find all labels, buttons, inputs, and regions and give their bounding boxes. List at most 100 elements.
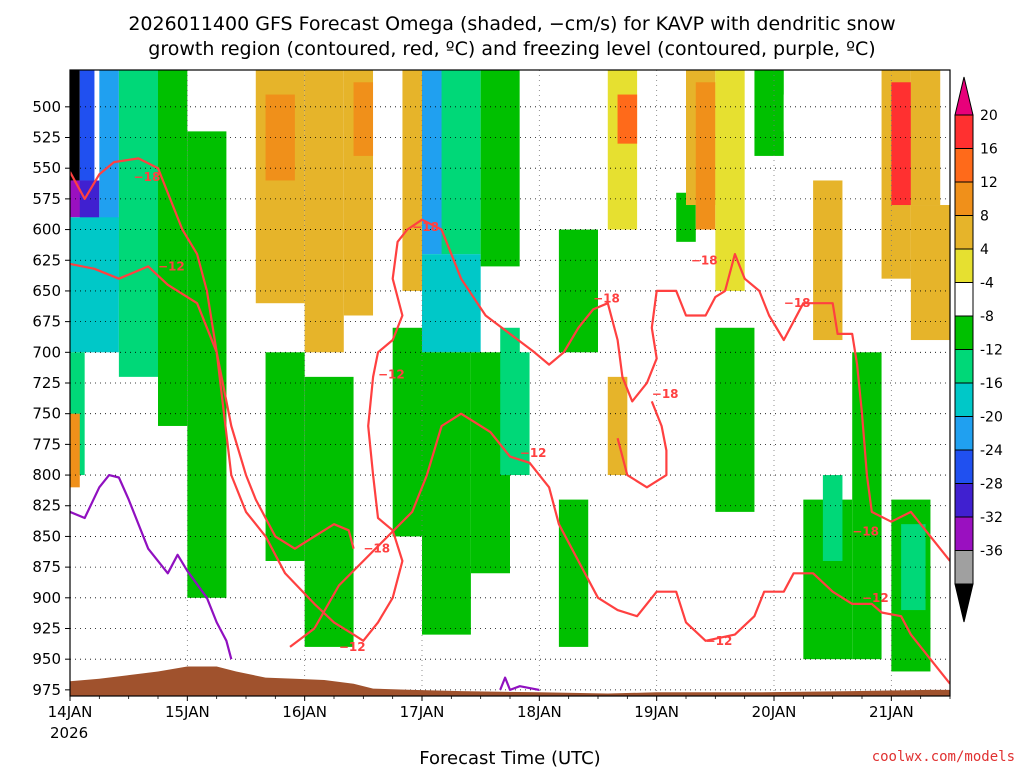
colorbar-segment-5 <box>954 248 974 283</box>
omega-cell-5 <box>70 217 119 353</box>
y-tick-label-1: 525 <box>32 129 61 147</box>
omega-cell-8 <box>70 413 80 488</box>
omega-cell-32 <box>607 70 638 230</box>
omega-cell-41 <box>754 70 784 156</box>
contour-label-3: −12 <box>378 367 405 381</box>
y-tick-label-16: 900 <box>32 589 61 607</box>
y-tick-label-6: 650 <box>32 282 61 300</box>
contour-layer <box>70 157 950 691</box>
contour-label-9: −18 <box>652 387 679 401</box>
omega-cell-15 <box>265 352 305 561</box>
colorbar-label-12: -32 <box>980 510 1003 526</box>
contour-label-8: −18 <box>691 253 718 267</box>
x-tick-label-1: 15JAN <box>165 703 210 721</box>
colorbar-segment-14 <box>954 550 974 585</box>
y-tick-label-14: 850 <box>32 527 61 545</box>
contour-label-2: −18 <box>412 220 439 234</box>
omega-cell-51 <box>910 205 950 341</box>
x-axis: 14JAN 15JAN 16JAN 17JAN 18JAN 19JAN 20JAN 21JAN <box>48 696 951 721</box>
colorbar-label-7: -12 <box>980 343 1003 359</box>
colorbar-label-9: -20 <box>980 410 1003 426</box>
colorbar-segment-7 <box>954 315 974 350</box>
colorbar-label-11: -28 <box>980 477 1003 493</box>
omega-shading-layer <box>70 70 950 672</box>
omega-cell-0 <box>70 70 80 181</box>
x-tick-label-5: 19JAN <box>634 703 679 721</box>
omega-cell-44 <box>813 180 843 341</box>
omega-cell-6 <box>118 70 158 377</box>
x-tick-label-6: 20JAN <box>752 703 797 721</box>
omega-cell-14 <box>304 70 344 353</box>
omega-cell-46 <box>822 475 843 561</box>
contour-label-5: −12 <box>520 446 547 460</box>
y-tick-label-7: 675 <box>32 313 61 331</box>
omega-cell-31 <box>558 499 589 647</box>
colorbar-label-3: 8 <box>980 209 989 225</box>
colorbar-segment-11 <box>954 449 974 484</box>
colorbar-segment-15 <box>954 583 974 623</box>
colorbar-label-2: 12 <box>980 175 998 191</box>
omega-cell-33 <box>617 94 638 144</box>
plot-area: −18 −12 −18 −12 −18 −12 −18 −12 −18 −18 −12 −18 −18 −… <box>70 70 950 696</box>
y-tick-label-0: 500 <box>32 98 61 116</box>
omega-cell-38 <box>695 82 716 230</box>
contour-label-4: −18 <box>593 291 620 305</box>
colorbar-label-1: 16 <box>980 142 998 158</box>
colorbar-segment-10 <box>954 416 974 451</box>
contour-label-layer: −18 −12 −18 −12 −18 −12 −18 −12 −18 −18 −12 −18 −18 −… <box>134 170 889 654</box>
y-tick-label-3: 575 <box>32 190 61 208</box>
y-tick-label-13: 825 <box>32 497 61 515</box>
y-tick-label-5: 625 <box>32 251 61 269</box>
colorbar-label-4: 4 <box>980 242 989 258</box>
grid-layer <box>70 70 950 696</box>
y-tick-label-4: 600 <box>32 221 61 239</box>
freezing-level-contour-0 <box>70 474 233 660</box>
y-tick-label-2: 550 <box>32 159 61 177</box>
contour-label-11: −18 <box>784 296 811 310</box>
colorbar-segment-13 <box>954 516 974 551</box>
x-tick-label-7: 21JAN <box>869 703 914 721</box>
y-tick-label-12: 800 <box>32 466 61 484</box>
contour-label-1: −12 <box>158 259 185 273</box>
colorbar-segment-9 <box>954 382 974 417</box>
colorbar-segment-0 <box>954 76 974 116</box>
colorbar-segment-4 <box>954 215 974 250</box>
y-tick-label-15: 875 <box>32 558 61 576</box>
colorbar-label-8: -16 <box>980 376 1003 392</box>
omega-cell-26 <box>422 352 471 635</box>
colorbar-label-10: -24 <box>980 443 1003 459</box>
terrain-layer <box>70 666 950 696</box>
colorbar-segment-3 <box>954 181 974 216</box>
omega-cell-34 <box>607 376 628 476</box>
omega-cell-21 <box>402 70 422 291</box>
y-tick-label-10: 750 <box>32 405 61 423</box>
x-tick-label-3: 17JAN <box>400 703 445 721</box>
y-tick-label-18: 950 <box>32 650 61 668</box>
omega-cell-42 <box>783 94 804 132</box>
x-tick-label-2: 16JAN <box>282 703 327 721</box>
omega-cell-29 <box>519 70 559 353</box>
dgz-contour-2 <box>289 412 950 685</box>
omega-cell-11 <box>226 70 246 291</box>
omega-cell-23 <box>422 254 481 353</box>
dgz-contour-1 <box>70 218 950 642</box>
omega-cell-35 <box>656 70 686 132</box>
dgz-contour-3 <box>616 400 668 489</box>
chart-title-line-1: 2026011400 GFS Forecast Omega (shaded, −… <box>128 13 895 35</box>
contour-label-6: −18 <box>363 542 390 556</box>
x-tick-label-4: 18JAN <box>517 703 562 721</box>
y-tick-label-9: 725 <box>32 374 61 392</box>
x-axis-title: Forecast Time (UTC) <box>419 748 600 768</box>
omega-cell-16 <box>304 376 354 647</box>
omega-cell-18 <box>353 82 374 156</box>
omega-cell-24 <box>441 70 481 255</box>
colorbar-label-0: 20 <box>980 108 998 124</box>
colorbar-label-5: -4 <box>980 276 994 292</box>
terrain-surface <box>70 666 950 696</box>
omega-cell-47 <box>852 352 882 660</box>
colorbar-label-6: -8 <box>980 309 994 325</box>
colorbar: 20 16 12 8 4 -4 -8 -12 -16 -20 -24 -28 -32 -36 <box>954 76 1003 623</box>
omega-cell-49 <box>891 82 911 206</box>
y-tick-label-19: 975 <box>32 681 61 699</box>
